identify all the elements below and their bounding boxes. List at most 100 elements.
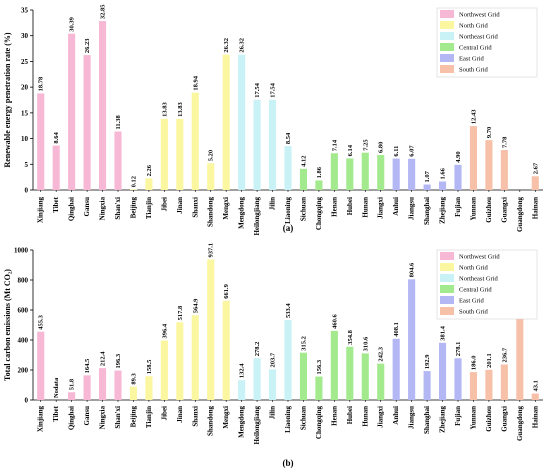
value-label: 408.1 [393,322,400,337]
category-label: Chongqing [315,406,323,440]
value-label: 4.12 [300,155,307,166]
value-label: 6.80 [378,142,385,153]
value-label: 17.54 [254,82,261,97]
category-label: Sichuan [299,406,307,430]
category-label: Anhui [392,406,400,425]
bar [469,372,478,400]
category-label: Jinan [176,197,184,214]
bar [191,92,199,190]
bar [361,353,369,400]
y-tick-label: 0 [25,397,29,405]
category-label: Henan [330,406,338,426]
value-label: 517.8 [177,305,184,320]
category-label: Heilongjiang [253,406,261,445]
value-label: 51.8 [69,378,76,390]
category-label: Jiangsu [408,197,416,220]
bar [469,126,478,190]
value-label: 315.2 [300,336,307,351]
category-label: Guizhou [485,406,493,432]
value-label: 9.70 [486,127,493,138]
value-label: 8.54 [285,132,292,144]
y-tick-label: 15 [21,109,29,117]
value-label: 203.7 [270,352,277,367]
bar [284,146,292,190]
y-axis-label: Total carbon emissions (Mt CO₂) [3,269,12,381]
bar [438,342,447,400]
bar [37,331,45,400]
legend-swatch [440,252,454,260]
bar [438,181,447,190]
category-label: Heilongjiang [253,197,261,236]
category-label: Yunnan [469,197,477,221]
bar [408,158,416,190]
value-label: 6.14 [347,144,354,156]
category-label: Shanxi [191,406,199,427]
bar [207,163,215,190]
legend-swatch [440,307,454,315]
bar [114,370,122,400]
category-label: Guizhou [485,197,493,223]
value-label: 26.32 [239,38,246,53]
category-label: Qinghai [68,406,76,430]
bar [361,152,369,190]
legend-swatch [440,285,454,293]
bar [377,155,385,190]
chart-panel-0: 0 5 10 15 20 25 30 35 Renewable energy penetrati… [3,4,543,236]
value-label: 158.5 [146,359,153,374]
category-label: Shandong [207,406,215,436]
bar [454,164,462,190]
y-tick-label: 800 [18,277,29,285]
category-label: Beijing [129,197,137,219]
value-label: 278.2 [254,342,261,357]
value-label: 1.86 [316,166,323,178]
value-label: 0.12 [130,176,137,187]
value-label: 8.64 [53,131,60,143]
bar [423,184,431,190]
bar [485,140,493,190]
value-label: 26.23 [84,38,91,53]
bar [485,369,493,400]
bar [392,338,400,400]
legend-swatch [440,43,454,51]
y-tick-label: 10 [21,135,29,143]
value-label: 212.4 [100,351,107,366]
category-label: Hainan [531,406,539,428]
value-label: 26.32 [223,38,230,53]
legend-entry: Northeast Grid [459,276,499,283]
bar [346,346,354,400]
value-label: 156.3 [316,359,323,374]
y-tick-label: 35 [21,7,29,15]
value-label: 13.83 [161,101,168,116]
value-label: 1.07 [424,170,431,182]
bar [176,118,184,190]
y-tick-label: 600 [18,307,29,315]
bar [253,358,261,400]
value-label: 164.5 [84,358,91,373]
value-label: 18.78 [38,76,45,91]
category-label: Zhejiang [439,406,447,433]
bar [284,319,292,400]
category-label: Xinjiang [37,406,45,433]
bar [330,153,338,190]
bar [52,145,60,190]
y-tick-label: 30 [21,32,29,40]
bar [191,315,199,400]
bar [68,33,76,190]
category-label: Ningxia [99,197,107,221]
category-label: Anhui [392,197,400,216]
legend-entry: North Grid [459,23,488,30]
category-label: Gansu [83,197,91,217]
category-label: Jibei [160,406,168,420]
value-label: 396.4 [161,323,168,338]
bar [423,371,431,400]
y-axis-label: Renewable energy penetration rate (%) [3,32,12,167]
category-label: Guangxi [500,197,508,223]
value-label: 455.3 [38,314,45,329]
category-label: Mengdong [238,406,246,438]
value-label: 6.07 [409,145,416,157]
bar [160,340,168,400]
category-label: Ningxia [99,406,107,430]
category-label: Jilin [269,406,277,419]
